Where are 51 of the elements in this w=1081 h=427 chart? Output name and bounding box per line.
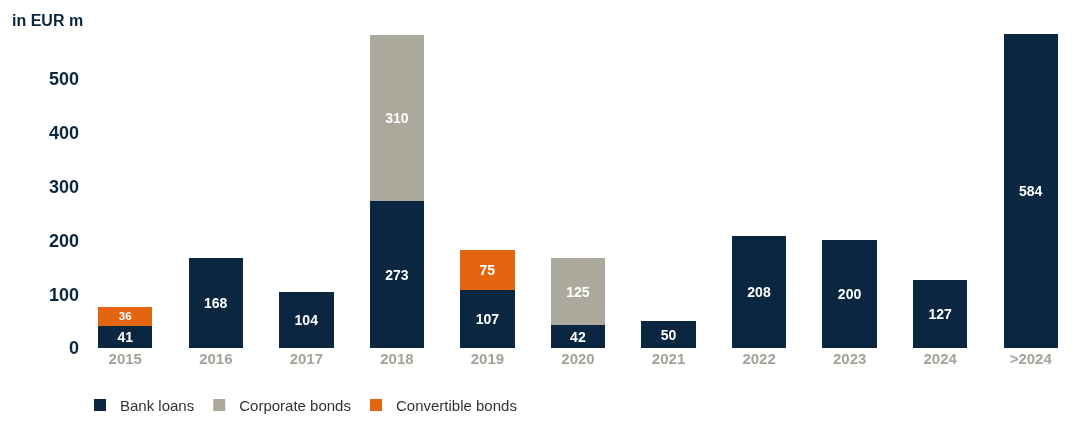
- bar: [550, 258, 606, 326]
- x-tick-label: 2022: [742, 350, 776, 367]
- bar: [460, 290, 515, 348]
- x-tick-label: 2017: [289, 350, 324, 367]
- data-label: 208: [747, 284, 771, 301]
- x-tick-label: 2016: [199, 350, 233, 367]
- x-tick-label: >2024: [1009, 350, 1053, 367]
- bar: [98, 325, 153, 348]
- x-tick-label: 2021: [651, 350, 686, 367]
- bar: [369, 201, 425, 348]
- bar: [279, 292, 334, 348]
- bar: [460, 250, 515, 291]
- data-label: 127: [928, 305, 952, 322]
- data-label: 41: [117, 328, 134, 345]
- y-tick-label: 0: [68, 338, 79, 359]
- data-label: 50: [660, 326, 677, 343]
- data-label: 168: [204, 294, 228, 311]
- x-tick-label: 2024: [923, 350, 958, 367]
- y-tick-label: 200: [48, 230, 79, 251]
- x-tick-label: 2020: [561, 350, 595, 367]
- bar: [98, 306, 153, 326]
- legend-label: Corporate bonds: [239, 396, 351, 414]
- data-label: 36: [118, 309, 133, 323]
- bar: [822, 240, 877, 348]
- bar: [369, 34, 425, 202]
- y-tick-label: 100: [48, 284, 79, 305]
- x-tick-label: 2023: [832, 350, 867, 367]
- data-label: 104: [294, 312, 319, 329]
- bar: [731, 236, 787, 348]
- bar: [913, 279, 968, 348]
- data-label: 107: [475, 311, 500, 328]
- legend-label: Bank loans: [120, 396, 195, 414]
- data-label: 125: [566, 283, 590, 300]
- y-tick-label: 300: [48, 177, 79, 197]
- bar: [188, 257, 243, 348]
- data-label: 584: [1018, 183, 1043, 199]
- data-label: 273: [385, 266, 409, 283]
- bar: [1003, 34, 1058, 348]
- y-tick-label: 500: [48, 69, 79, 90]
- legend-label: Convertible bonds: [395, 396, 517, 414]
- data-label: 200: [837, 286, 862, 303]
- y-tick-label: 400: [48, 123, 79, 144]
- bar: [550, 325, 606, 348]
- bar: [641, 321, 696, 348]
- data-label: 42: [570, 328, 586, 345]
- x-tick-label: 2019: [470, 350, 505, 367]
- x-tick-label: 2015: [108, 350, 142, 367]
- data-label: 310: [385, 109, 409, 126]
- y-axis-title: in EUR m: [12, 12, 84, 29]
- data-label: 75: [479, 262, 496, 279]
- x-tick-label: 2018: [380, 350, 414, 367]
